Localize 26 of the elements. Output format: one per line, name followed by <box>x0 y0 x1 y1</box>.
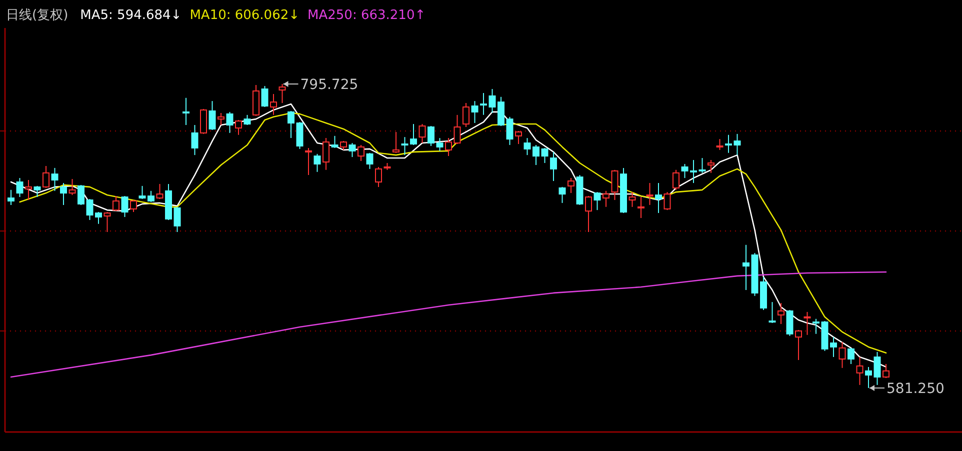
text: MA10: 606.062↓ <box>190 8 300 23</box>
annotation: 581.250 <box>886 381 944 397</box>
candlestick <box>734 133 741 156</box>
candlestick <box>471 100 478 124</box>
candlestick <box>874 351 881 386</box>
candlestick <box>25 179 32 200</box>
candlestick <box>191 124 198 156</box>
annotation: 795.725 <box>300 77 358 93</box>
candlestick <box>51 167 58 192</box>
candlestick <box>838 342 846 368</box>
text: MA5: 594.684↓ <box>80 8 182 23</box>
candlestick <box>550 151 557 182</box>
candlestick <box>270 93 277 116</box>
candlestick <box>725 134 732 154</box>
candlestick <box>480 92 487 116</box>
candlestick <box>856 356 864 386</box>
chart-title: 日线(复权) <box>6 8 68 23</box>
candlestick <box>804 311 811 336</box>
candlestick <box>778 302 784 325</box>
candlestick <box>638 196 644 218</box>
candlestick <box>742 244 750 290</box>
candlestick <box>628 192 636 208</box>
candlestick <box>646 182 654 206</box>
candlestick <box>655 182 662 214</box>
text: MA250: 663.210↑ <box>308 8 426 23</box>
candlestick <box>182 97 190 126</box>
